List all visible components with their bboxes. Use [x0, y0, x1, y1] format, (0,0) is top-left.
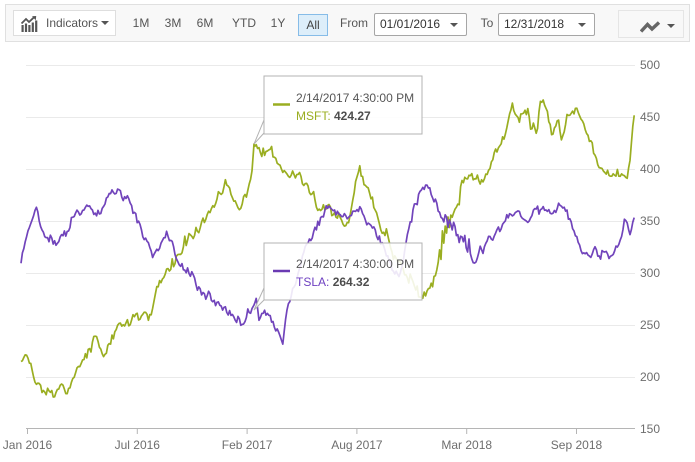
- svg-text:150: 150: [640, 422, 660, 436]
- svg-text:Aug 2017: Aug 2017: [331, 438, 383, 452]
- svg-text:TSLA: 264.32: TSLA: 264.32: [296, 275, 370, 289]
- svg-text:Mar 2018: Mar 2018: [441, 438, 492, 452]
- svg-text:250: 250: [640, 318, 660, 332]
- svg-text:300: 300: [640, 266, 660, 280]
- svg-text:Jul 2016: Jul 2016: [115, 438, 161, 452]
- svg-text:Feb 2017: Feb 2017: [222, 438, 273, 452]
- svg-text:500: 500: [640, 58, 660, 72]
- svg-text:2/14/2017 4:30:00 PM: 2/14/2017 4:30:00 PM: [296, 91, 414, 105]
- svg-text:MSFT: 424.27: MSFT: 424.27: [296, 109, 371, 123]
- svg-text:450: 450: [640, 110, 660, 124]
- svg-text:200: 200: [640, 370, 660, 384]
- svg-text:350: 350: [640, 214, 660, 228]
- svg-text:400: 400: [640, 162, 660, 176]
- svg-text:2/14/2017 4:30:00 PM: 2/14/2017 4:30:00 PM: [296, 257, 414, 271]
- svg-text:Jan 2016: Jan 2016: [3, 438, 53, 452]
- svg-text:Sep 2018: Sep 2018: [551, 438, 603, 452]
